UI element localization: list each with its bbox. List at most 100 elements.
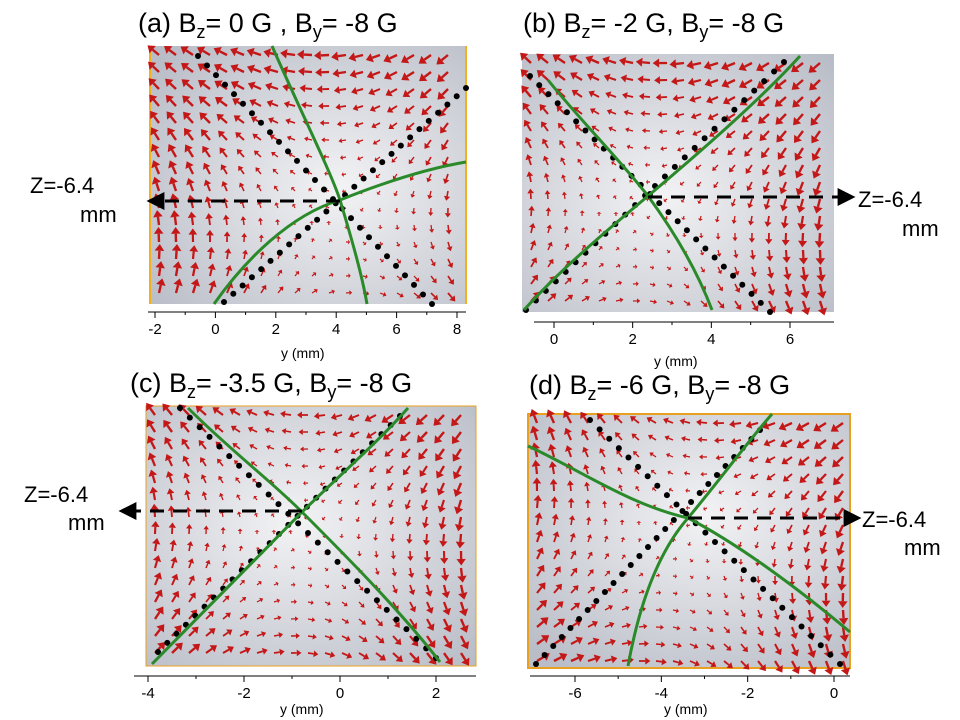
field-arrow-shaft [621, 607, 627, 611]
field-arrow-shaft [602, 469, 606, 475]
field-arrow-head [608, 621, 615, 628]
field-arrow-shaft [188, 545, 191, 552]
field-arrow-shaft [779, 130, 787, 139]
dot-marker [397, 142, 404, 149]
field-arrow-head [559, 140, 565, 146]
panel-c-vector-field [146, 402, 470, 666]
field-arrow-shaft [816, 198, 822, 208]
field-arrow-head [623, 109, 629, 116]
field-arrow-head [614, 229, 620, 233]
field-arrow-head [173, 278, 183, 287]
dot-marker [739, 281, 746, 288]
field-arrow-head [266, 99, 274, 108]
field-arrow-shaft [672, 626, 678, 629]
field-arrow-head [746, 185, 753, 192]
field-arrow-shaft [587, 640, 595, 645]
field-arrow-shaft [837, 490, 844, 499]
field-arrow-head [669, 504, 673, 510]
field-arrow-shaft [752, 456, 759, 461]
field-arrow-head [253, 495, 258, 500]
field-arrow-head [739, 578, 745, 583]
field-arrow-shaft [289, 531, 292, 535]
field-arrow-shaft [601, 451, 606, 458]
field-arrow-head [256, 184, 262, 189]
field-arrow-shaft [394, 173, 398, 178]
dot-marker [587, 417, 593, 423]
field-arrow-shaft [757, 643, 763, 650]
field-arrow-shaft [751, 300, 757, 308]
field-arrow-head [697, 218, 703, 221]
field-arrow-head [840, 667, 851, 676]
field-arrow-shaft [335, 414, 343, 418]
dot-marker [760, 585, 767, 592]
field-arrow-head [376, 191, 381, 195]
field-arrow-shaft [630, 180, 634, 183]
field-arrow-shaft [357, 516, 360, 521]
field-arrow-head [235, 477, 240, 482]
dot-marker [366, 234, 372, 241]
field-arrow-head [643, 623, 648, 630]
field-arrow-head [389, 520, 395, 526]
field-arrow-head [166, 488, 175, 495]
field-arrow-shaft [430, 275, 435, 281]
field-arrow-head [651, 248, 654, 254]
field-arrow-shaft [818, 300, 824, 310]
field-arrow-head [308, 187, 312, 192]
field-arrow-head [223, 231, 231, 237]
panel-a-plot-area [150, 46, 466, 304]
field-arrow-shaft [689, 575, 693, 578]
field-arrow-shaft [800, 215, 805, 224]
field-arrow-shaft [637, 505, 640, 509]
field-arrow-shaft [821, 507, 827, 515]
field-arrow-head [780, 204, 788, 212]
field-arrow-head [190, 261, 200, 270]
field-arrow-shaft [442, 601, 448, 610]
field-arrow-head [411, 228, 417, 232]
field-arrow-head [254, 530, 260, 532]
field-arrow-shaft [547, 296, 554, 302]
field-arrow-shaft [801, 421, 810, 428]
field-arrow-head [312, 633, 317, 640]
field-arrow-shaft [667, 419, 674, 424]
field-arrow-head [348, 273, 351, 279]
field-arrow-shaft [153, 611, 161, 620]
field-arrow-shaft [288, 481, 292, 484]
field-arrow-shaft [239, 564, 243, 569]
field-arrow-head [298, 428, 303, 436]
field-arrow-head [431, 278, 437, 284]
field-arrow-shaft [185, 82, 194, 90]
field-arrow-shaft [341, 139, 347, 142]
dot-marker [294, 157, 300, 164]
field-arrow-shaft [807, 609, 812, 618]
field-arrow-head [204, 542, 210, 547]
field-arrow-head [180, 421, 188, 429]
field-arrow-shaft [604, 624, 611, 628]
field-arrow-head [660, 146, 664, 152]
field-arrow-shaft [540, 56, 549, 64]
field-arrow-shaft [709, 61, 719, 67]
field-arrow-shaft [152, 98, 160, 107]
field-arrow-shaft [205, 580, 210, 586]
field-arrow-head [238, 545, 244, 549]
dot-marker [701, 135, 708, 142]
field-arrow-head [712, 166, 717, 171]
field-arrow-shaft [396, 292, 402, 296]
field-arrow-head [339, 535, 345, 538]
field-arrow-head [296, 649, 302, 657]
field-arrow-head [321, 137, 325, 143]
x-tick-label: -2 [148, 321, 161, 338]
field-arrow-head [188, 228, 198, 235]
field-arrow-shaft [447, 275, 452, 282]
field-arrow-shaft [604, 658, 613, 662]
field-arrow-head [811, 135, 820, 144]
field-arrow-head [748, 220, 755, 226]
field-arrow-shaft [610, 111, 617, 115]
field-arrow-head [730, 437, 736, 445]
field-arrow-head [524, 137, 532, 144]
field-arrow-shaft [557, 74, 566, 81]
field-arrow-head [803, 546, 811, 554]
dot-marker [567, 625, 574, 631]
field-arrow-head [225, 612, 231, 618]
field-arrow-shaft [402, 414, 411, 421]
field-arrow-head [301, 101, 307, 109]
